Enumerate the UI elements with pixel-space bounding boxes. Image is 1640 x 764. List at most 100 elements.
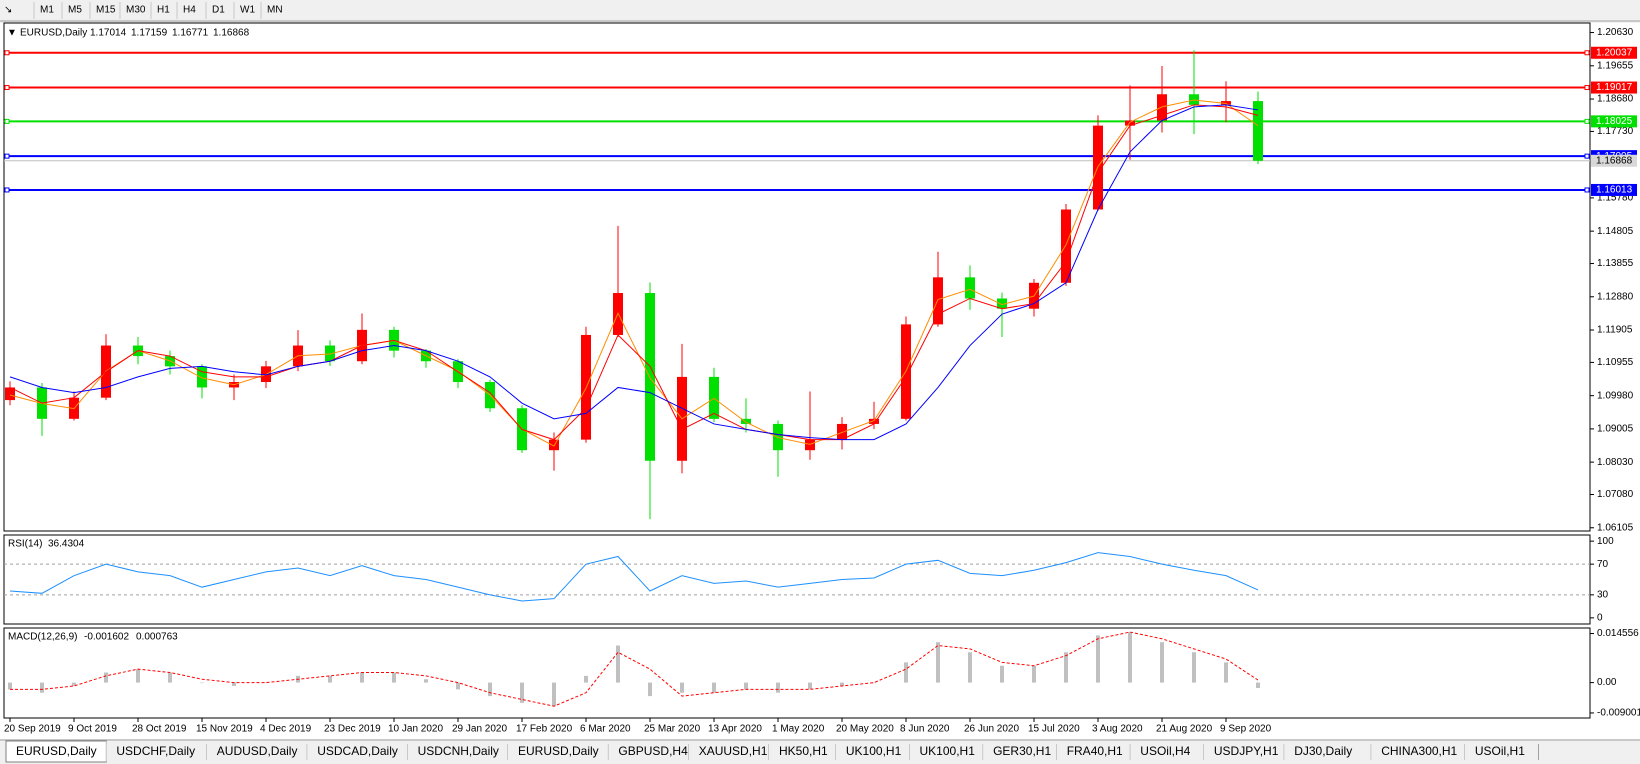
rsi-panel: [3, 534, 1591, 625]
y-tick-label: 1.10955: [1597, 357, 1634, 368]
chart-tab[interactable]: UK100,H1: [909, 741, 984, 762]
tab-background[interactable]: [769, 741, 836, 762]
ohlc-value: 1.17159: [131, 28, 168, 39]
ohlc-value: 1.16868: [213, 28, 250, 39]
ohlc-value: 1.17014: [90, 28, 127, 39]
tab-background[interactable]: [608, 741, 689, 762]
macd-bar: [520, 682, 524, 703]
timeframe-label[interactable]: M15: [96, 5, 116, 16]
timeframe-label[interactable]: M30: [126, 5, 146, 16]
tab-background[interactable]: [1284, 741, 1372, 762]
tab-label[interactable]: UK100,H1: [846, 744, 902, 758]
timeframe-label[interactable]: M5: [68, 5, 82, 16]
timeframe-label[interactable]: D1: [212, 5, 225, 16]
tab-label[interactable]: USOil,H4: [1140, 744, 1190, 758]
x-tick-label: 1 May 2020: [772, 724, 825, 735]
chart-tab[interactable]: USOil,H4: [1130, 741, 1205, 762]
tab-background[interactable]: [909, 741, 984, 762]
timeframe-button[interactable]: M1: [33, 2, 54, 19]
timeframe-button[interactable]: H1: [150, 2, 170, 19]
chart-tab[interactable]: CHINA300,H1: [1371, 741, 1466, 762]
tab-label[interactable]: CHINA300,H1: [1381, 744, 1457, 758]
chart-tab[interactable]: USOil,H1: [1464, 741, 1539, 762]
y-tick-label: 1.13855: [1597, 258, 1634, 269]
macd-bar: [264, 682, 268, 684]
tab-label[interactable]: EURUSD,Daily: [518, 744, 599, 758]
chart-tab[interactable]: USDCNH,Daily: [407, 741, 509, 762]
tab-background[interactable]: [1056, 741, 1131, 762]
candle-body: [805, 439, 815, 451]
timeframe-button[interactable]: MN: [260, 2, 283, 19]
macd-bar: [808, 682, 812, 690]
macd-bar: [1000, 665, 1004, 683]
chart-tab[interactable]: GER30,H1: [983, 741, 1058, 762]
x-tick-label: 9 Oct 2019: [68, 724, 117, 735]
timeframe-button[interactable]: M15: [89, 2, 116, 19]
macd-bar: [968, 652, 972, 683]
timeframe-button[interactable]: M30: [119, 2, 146, 19]
tab-background[interactable]: [307, 741, 408, 762]
tab-label[interactable]: GER30,H1: [993, 744, 1051, 758]
tab-background[interactable]: [688, 741, 769, 762]
macd-bar: [712, 682, 716, 693]
timeframe-label[interactable]: H4: [183, 5, 196, 16]
tab-background[interactable]: [983, 741, 1057, 762]
chart-tab[interactable]: EURUSD,Daily: [508, 741, 609, 762]
chart-window: [0, 23, 1640, 739]
tab-label[interactable]: HK50,H1: [779, 744, 828, 758]
candle-body: [1189, 94, 1199, 105]
moving-average: [9, 104, 1259, 441]
chart-tab[interactable]: USDCAD,Daily: [307, 741, 409, 762]
timeframe-button[interactable]: D1: [205, 2, 225, 19]
timeframe-button[interactable]: H4: [176, 2, 196, 19]
chart-tab[interactable]: FRA40,H1: [1056, 741, 1131, 762]
tab-label[interactable]: UK100,H1: [920, 744, 976, 758]
timeframe-button[interactable]: W1: [233, 2, 255, 19]
tab-label[interactable]: EURUSD,Daily: [16, 744, 97, 758]
tab-label[interactable]: USOil,H1: [1475, 744, 1525, 758]
chart-tab[interactable]: HK50,H1: [769, 741, 837, 762]
chart-tab[interactable]: XAUUSD,H1: [688, 741, 770, 762]
tab-label[interactable]: XAUUSD,H1: [699, 744, 768, 758]
y-tick-label: -0.009001: [1597, 708, 1640, 719]
timeframe-button[interactable]: M5: [61, 2, 82, 19]
tab-label[interactable]: USDCNH,Daily: [418, 744, 499, 758]
macd-bar: [424, 679, 428, 683]
candle-body: [549, 439, 559, 451]
macd-bar: [1256, 682, 1260, 689]
tab-label[interactable]: DJ30,Daily: [1294, 744, 1352, 758]
tab-label[interactable]: FRA40,H1: [1067, 744, 1123, 758]
chart-tab[interactable]: UK100,H1: [835, 741, 910, 762]
y-tick-label: 1.11905: [1597, 325, 1633, 336]
x-tick-label: 26 Jun 2020: [964, 724, 1019, 735]
rsi-line: [9, 552, 1259, 602]
macd-bar: [1224, 662, 1228, 683]
tab-background[interactable]: [407, 741, 508, 762]
tab-background[interactable]: [1130, 741, 1204, 762]
chart-tab[interactable]: DJ30,Daily: [1284, 741, 1372, 762]
tab-background[interactable]: [508, 741, 609, 762]
tab-background[interactable]: [106, 741, 207, 762]
tab-label[interactable]: GBPUSD,H4: [618, 744, 688, 758]
macd-bar: [936, 642, 940, 683]
tab-label[interactable]: USDJPY,H1: [1214, 744, 1279, 758]
chart-tab[interactable]: GBPUSD,H4: [608, 741, 690, 762]
tab-background[interactable]: [1464, 741, 1539, 762]
tab-label[interactable]: USDCAD,Daily: [317, 744, 398, 758]
tab-background[interactable]: [835, 741, 910, 762]
chart-tab[interactable]: EURUSD,Daily: [5, 740, 107, 763]
tab-label[interactable]: USDCHF,Daily: [116, 744, 195, 758]
tab-background[interactable]: [1371, 741, 1465, 762]
chart-tab[interactable]: USDCHF,Daily: [106, 741, 208, 762]
price-tag: [1591, 183, 1637, 196]
chart-tab[interactable]: USDJPY,H1: [1203, 741, 1285, 762]
tab-background[interactable]: [206, 741, 308, 762]
timeframe-label[interactable]: M1: [40, 5, 54, 16]
timeframe-label[interactable]: W1: [240, 5, 255, 16]
line-handle: [4, 118, 10, 124]
tab-background[interactable]: [1203, 741, 1285, 762]
timeframe-label[interactable]: H1: [157, 5, 170, 16]
chart-tab[interactable]: AUDUSD,Daily: [206, 741, 308, 762]
tab-label[interactable]: AUDUSD,Daily: [217, 744, 298, 758]
timeframe-label[interactable]: MN: [267, 5, 283, 16]
